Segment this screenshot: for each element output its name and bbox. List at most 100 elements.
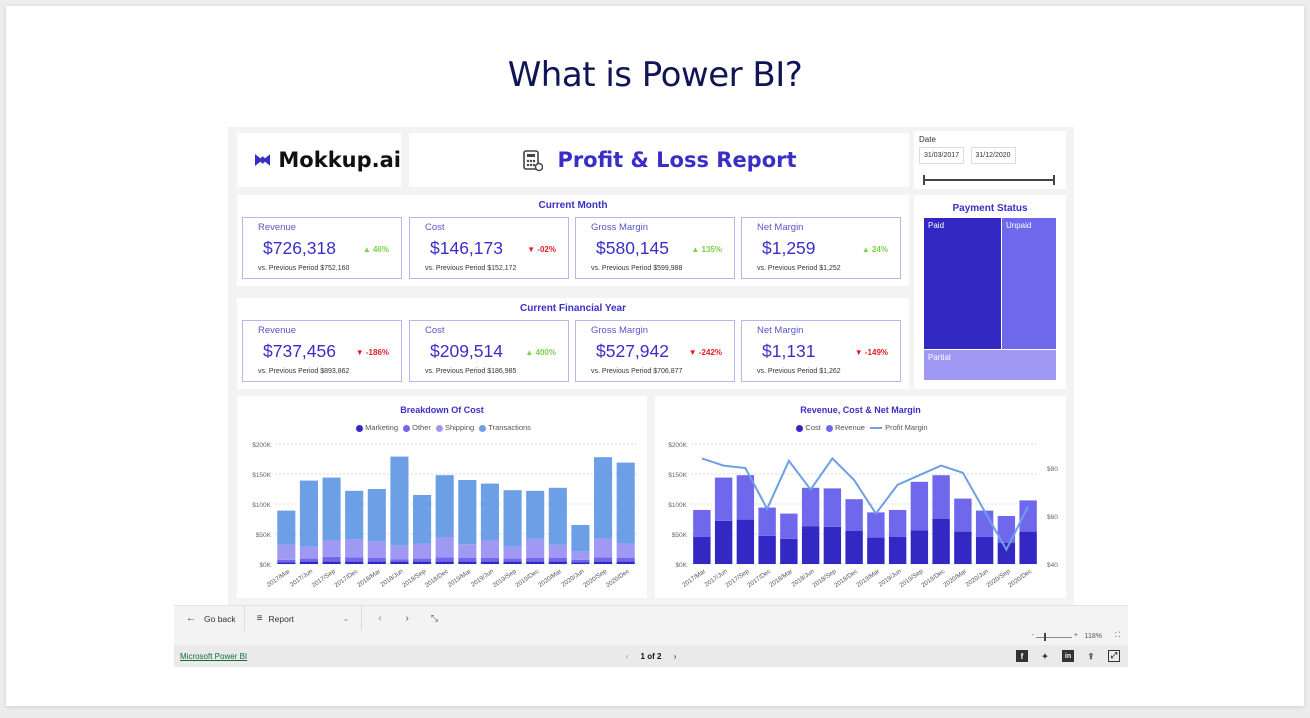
chevron-down-icon[interactable]: ⌄ bbox=[342, 614, 350, 623]
x-tick-label: 2017/Sep bbox=[311, 568, 338, 589]
share-icon[interactable]: ⇪ bbox=[1087, 651, 1095, 661]
y2-tick-label: $40 bbox=[1047, 562, 1058, 569]
legend-label[interactable]: Cost bbox=[805, 423, 821, 432]
date-slicer[interactable]: Date 31/03/2017 31/12/2020 bbox=[914, 131, 1066, 189]
kpi-card: Gross Margin $580,145 ▲ 135% vs. Previou… bbox=[575, 217, 735, 279]
previous-page-icon[interactable]: ‹ bbox=[378, 613, 382, 624]
legend-label[interactable]: Revenue bbox=[834, 423, 865, 432]
bar-segment bbox=[299, 561, 318, 564]
legend-dot-icon bbox=[356, 424, 364, 432]
kpi-value: $726,318 bbox=[263, 238, 336, 258]
bar-segment bbox=[458, 558, 477, 562]
fullscreen-icon[interactable]: ⤢ bbox=[1108, 650, 1120, 662]
section-title: Current Financial Year bbox=[520, 303, 626, 314]
y-tick-label: $0K bbox=[259, 562, 271, 569]
revenue-cost-chart: Revenue, Cost & Net Margin Cost Revenue … bbox=[655, 396, 1066, 598]
bar-segment bbox=[594, 561, 613, 564]
power-bi-link[interactable]: Microsoft Power BI bbox=[180, 651, 248, 661]
payment-status-panel: Payment Status Paid Unpaid Partial bbox=[914, 195, 1066, 389]
zoom-in-icon[interactable]: + bbox=[1073, 632, 1078, 639]
collapse-icon[interactable]: ⤡ bbox=[430, 613, 439, 623]
fit-to-page-icon[interactable]: ⛶ bbox=[1115, 632, 1120, 639]
date-start-input[interactable]: 31/03/2017 bbox=[919, 147, 965, 164]
bar-segment bbox=[367, 489, 386, 542]
bar-segment bbox=[277, 544, 296, 560]
kpi-card: Revenue $737,456 ▼ -186% vs. Previous Pe… bbox=[242, 320, 402, 382]
x-tick-label: 2017/Mar bbox=[681, 568, 707, 589]
bar-segment bbox=[480, 561, 499, 564]
treemap-tile-paid[interactable]: Paid bbox=[924, 218, 1001, 349]
chart-title: Revenue, Cost & Net Margin bbox=[800, 405, 921, 415]
tile-label: Partial bbox=[928, 353, 951, 362]
x-tick-label: 2017/Jun bbox=[289, 568, 315, 589]
bar-segment bbox=[367, 561, 386, 564]
x-tick-label: 2019/Dec bbox=[920, 568, 946, 589]
toolbar-divider bbox=[243, 605, 245, 632]
x-tick-label: 2018/Dec bbox=[424, 568, 450, 589]
kpi-card: Revenue $726,318 ▲ 46% vs. Previous Peri… bbox=[242, 217, 402, 279]
bar-segment bbox=[758, 535, 776, 564]
kpi-label: Revenue bbox=[258, 325, 297, 336]
bar-segment bbox=[413, 543, 432, 559]
pager-next-icon[interactable]: › bbox=[673, 651, 677, 661]
bar-segment bbox=[458, 544, 477, 558]
x-tick-label: 2020/Dec bbox=[1007, 568, 1033, 589]
current-fy-section: Current Financial Year Revenue $737,456 … bbox=[237, 298, 909, 389]
bar-segment bbox=[975, 537, 994, 564]
go-back-button[interactable]: Go back bbox=[204, 613, 236, 624]
bar-segment bbox=[299, 480, 318, 547]
x-tick-label: 2018/Mar bbox=[356, 568, 382, 589]
bar-segment bbox=[736, 519, 755, 564]
pager-prev-icon[interactable]: ‹ bbox=[625, 651, 629, 661]
kpi-label: Revenue bbox=[258, 222, 297, 233]
legend-label[interactable]: Marketing bbox=[365, 423, 399, 432]
profit-margin-line bbox=[701, 456, 1030, 552]
kpi-label: Cost bbox=[425, 222, 445, 233]
legend-line-icon bbox=[870, 427, 883, 430]
kpi-previous: vs. Previous Period $186,985 bbox=[425, 368, 517, 375]
bar-segment bbox=[594, 538, 613, 558]
zoom-out-icon[interactable]: - bbox=[1031, 632, 1034, 639]
date-end-input[interactable]: 31/12/2020 bbox=[970, 147, 1016, 164]
bar-segment bbox=[954, 531, 972, 564]
facebook-icon[interactable]: f bbox=[1016, 650, 1028, 662]
x-tick-label: 2018/Mar bbox=[768, 568, 794, 589]
twitter-icon[interactable]: ✦ bbox=[1041, 651, 1049, 661]
back-arrow-icon[interactable]: ← bbox=[186, 613, 196, 624]
breakdown-cost-chart: Breakdown Of Cost Marketing Other Shippi… bbox=[237, 396, 647, 598]
bar-segment bbox=[345, 539, 364, 558]
revenue-cost-plot: $0K$50K$100K$150K$200K2017/Mar2017/Jun20… bbox=[668, 442, 1058, 589]
zoom-slider[interactable] bbox=[1036, 637, 1072, 638]
treemap-tile-partial[interactable]: Partial bbox=[924, 350, 1056, 380]
bar-segment bbox=[758, 507, 776, 536]
footer-bar: Microsoft Power BI ‹ 1 of 2 › f ✦ in ⇪ ⤢ bbox=[174, 645, 1128, 667]
kpi-delta: ▼ -02% bbox=[527, 245, 556, 254]
bar-segment bbox=[322, 540, 341, 557]
toolbar-divider bbox=[361, 605, 363, 632]
date-label: Date bbox=[919, 135, 936, 144]
kpi-card: Net Margin $1,131 ▼ -149% vs. Previous P… bbox=[741, 320, 901, 382]
zoom-level: 118% bbox=[1084, 633, 1102, 640]
linkedin-icon[interactable]: in bbox=[1062, 650, 1074, 662]
legend-label[interactable]: Shipping bbox=[444, 423, 475, 432]
bar-segment bbox=[345, 561, 364, 564]
legend-dot-icon bbox=[796, 424, 804, 432]
next-page-icon[interactable]: › bbox=[405, 613, 409, 624]
bar-segment bbox=[480, 483, 499, 540]
kpi-label: Gross Margin bbox=[591, 222, 649, 233]
legend-label[interactable]: Transactions bbox=[488, 423, 531, 432]
legend-label[interactable]: Other bbox=[412, 423, 431, 432]
x-tick-label: 2020/Jun bbox=[560, 568, 586, 589]
legend-label[interactable]: Profit Margin bbox=[885, 423, 928, 432]
bar-segment bbox=[367, 541, 386, 558]
kpi-label: Net Margin bbox=[757, 325, 804, 336]
x-tick-label: 2019/Jun bbox=[470, 568, 496, 589]
report-pages-dropdown[interactable]: Report bbox=[268, 613, 295, 624]
kpi-previous: vs. Previous Period $706,877 bbox=[591, 368, 683, 375]
bar-segment bbox=[714, 477, 733, 521]
x-tick-label: 2018/Dec bbox=[833, 568, 859, 589]
treemap-tile-unpaid[interactable]: Unpaid bbox=[1002, 218, 1056, 349]
kpi-previous: vs. Previous Period $1,252 bbox=[757, 265, 841, 272]
date-range-slider[interactable] bbox=[923, 175, 1055, 185]
zoom-slider-thumb[interactable] bbox=[1044, 633, 1046, 641]
